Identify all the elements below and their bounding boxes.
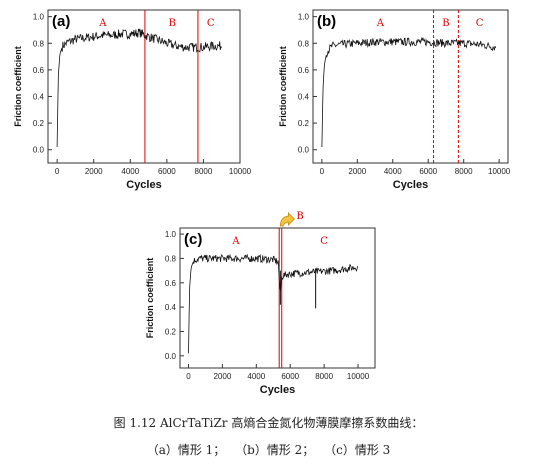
figure-caption-items: （a）情形 1； （b）情形 2； （c）情形 3 (0, 441, 537, 458)
figure-caption-title: 图 1.12 AlCrTaTiZr 高熵合金氮化物薄膜摩擦系数曲线： (113, 416, 424, 430)
y-tick-label: 0.4 (165, 303, 177, 312)
y-tick-label: 0.2 (298, 119, 310, 128)
x-tick-label: 4000 (121, 167, 139, 176)
plot-frame (179, 227, 376, 369)
plot-frame (312, 9, 509, 164)
caption-item-b: （b）情形 2； (235, 443, 315, 457)
caption-item-c: （c）情形 3 (324, 443, 391, 457)
panel-label: (b) (317, 13, 336, 30)
callout-label: B (296, 211, 303, 222)
x-axis-title: Cycles (260, 384, 295, 396)
friction-series-line (188, 253, 358, 354)
y-tick-label: 0.8 (165, 254, 177, 263)
x-tick-label: 2000 (213, 372, 231, 381)
x-tick-label: 8000 (195, 167, 213, 176)
region-label: B (442, 18, 449, 29)
x-tick-label: 4000 (384, 167, 402, 176)
friction-series-line (321, 36, 496, 148)
y-tick-label: 1.0 (298, 13, 310, 22)
y-axis-title: Friction coefficient (145, 258, 155, 339)
y-tick-label: 0.2 (165, 327, 177, 336)
y-tick-label: 0.0 (165, 352, 177, 361)
y-axis-title: Friction coefficient (278, 46, 288, 127)
x-tick-label: 10000 (229, 167, 252, 176)
y-tick-label: 1.0 (165, 230, 177, 239)
x-tick-label: 10000 (488, 167, 511, 176)
caption-item-a: （a）情形 1； (146, 443, 226, 457)
x-tick-label: 8000 (315, 372, 333, 381)
y-tick-label: 0.2 (33, 119, 45, 128)
y-tick-label: 0.0 (298, 146, 310, 155)
friction-series-line (56, 28, 222, 148)
region-label: B (169, 18, 176, 29)
panel-label: (c) (184, 231, 202, 248)
panel-a: 0.0 0.2 0.4 0.6 0.8 1.0 0 2000 4000 6000 8000 10000… (13, 9, 252, 191)
region-label: C (476, 18, 484, 29)
x-tick-label: 0 (55, 167, 60, 176)
panel-c: 0.0 0.2 0.4 0.6 0.8 1.0 0 2000 4000 6000 8000 10000… (145, 211, 376, 396)
y-tick-label: 0.0 (33, 146, 45, 155)
plot-frame (47, 9, 241, 164)
y-tick-label: 0.4 (33, 92, 45, 101)
region-label: C (320, 236, 328, 247)
panel-label: (a) (52, 13, 70, 30)
y-tick-label: 0.6 (165, 279, 177, 288)
region-label: C (207, 18, 215, 29)
x-tick-label: 6000 (158, 167, 176, 176)
x-tick-label: 0 (186, 372, 191, 381)
region-label: A (231, 236, 240, 247)
y-tick-label: 0.8 (33, 39, 45, 48)
callout-arrow-icon (279, 212, 295, 227)
x-tick-label: 0 (320, 167, 325, 176)
x-tick-label: 6000 (419, 167, 437, 176)
panel-b: 0.0 0.2 0.4 0.6 0.8 1.0 0 2000 4000 6000 8000 10000… (278, 9, 511, 191)
x-tick-label: 4000 (247, 372, 265, 381)
x-axis-title: Cycles (126, 179, 161, 191)
y-tick-label: 0.6 (33, 66, 45, 75)
x-tick-label: 10000 (347, 372, 370, 381)
y-tick-label: 1.0 (33, 13, 45, 22)
y-axis-title: Friction coefficient (13, 46, 23, 127)
x-tick-label: 8000 (455, 167, 473, 176)
region-label: A (376, 18, 385, 29)
region-label: A (98, 18, 107, 29)
x-tick-label: 2000 (348, 167, 366, 176)
x-axis-title: Cycles (393, 179, 428, 191)
y-tick-label: 0.8 (298, 39, 310, 48)
x-tick-label: 2000 (85, 167, 103, 176)
y-tick-label: 0.4 (298, 92, 310, 101)
y-tick-label: 0.6 (298, 66, 310, 75)
figure: 0.0 0.2 0.4 0.6 0.8 1.0 0 2000 4000 6000 8000 10000… (13, 9, 511, 396)
x-tick-label: 6000 (281, 372, 299, 381)
